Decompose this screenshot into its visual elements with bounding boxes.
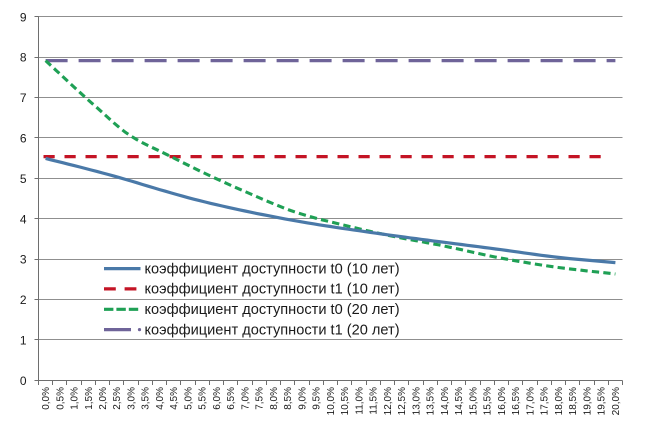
svg-text:1,0%: 1,0%	[70, 387, 81, 410]
svg-text:10,0%: 10,0%	[326, 387, 337, 415]
svg-text:3: 3	[20, 253, 27, 267]
svg-text:15,0%: 15,0%	[468, 387, 479, 415]
svg-text:13,5%: 13,5%	[426, 387, 437, 415]
svg-text:14,5%: 14,5%	[454, 387, 465, 415]
svg-text:6,0%: 6,0%	[212, 387, 223, 410]
svg-text:11,0%: 11,0%	[354, 387, 365, 415]
svg-text:2,0%: 2,0%	[98, 387, 109, 410]
svg-text:6: 6	[20, 132, 27, 146]
svg-text:12,5%: 12,5%	[397, 387, 408, 415]
svg-text:18,5%: 18,5%	[568, 387, 579, 415]
svg-text:8: 8	[20, 51, 27, 65]
svg-text:20,0%: 20,0%	[611, 387, 622, 415]
svg-text:0: 0	[20, 374, 27, 388]
svg-text:коэффициент доступности t1 (10: коэффициент доступности t1 (10 лет)	[145, 282, 400, 298]
svg-text:5,0%: 5,0%	[184, 387, 195, 410]
svg-text:12,0%: 12,0%	[383, 387, 394, 415]
svg-text:16,0%: 16,0%	[497, 387, 508, 415]
svg-text:14,0%: 14,0%	[440, 387, 451, 415]
svg-text:2,5%: 2,5%	[112, 387, 123, 410]
svg-text:11,5%: 11,5%	[369, 387, 380, 415]
svg-text:18,0%: 18,0%	[554, 387, 565, 415]
svg-text:8,5%: 8,5%	[283, 387, 294, 410]
svg-text:8,0%: 8,0%	[269, 387, 280, 410]
svg-text:9: 9	[20, 10, 27, 24]
svg-text:коэффициент доступности t0 (10: коэффициент доступности t0 (10 лет)	[145, 261, 400, 277]
svg-text:19,5%: 19,5%	[597, 387, 608, 415]
svg-text:13,0%: 13,0%	[411, 387, 422, 415]
svg-text:коэффициент доступности t0 (20: коэффициент доступности t0 (20 лет)	[145, 302, 400, 318]
svg-text:3,5%: 3,5%	[141, 387, 152, 410]
svg-text:9,5%: 9,5%	[312, 387, 323, 410]
svg-text:7,0%: 7,0%	[240, 387, 251, 410]
svg-text:4,0%: 4,0%	[155, 387, 166, 410]
svg-text:17,5%: 17,5%	[540, 387, 551, 415]
svg-text:коэффициент доступности t1 (20: коэффициент доступности t1 (20 лет)	[145, 322, 400, 338]
svg-text:5,5%: 5,5%	[198, 387, 209, 410]
svg-text:10,5%: 10,5%	[340, 387, 351, 415]
svg-text:17,0%: 17,0%	[525, 387, 536, 415]
svg-text:4: 4	[20, 212, 27, 226]
svg-text:0,0%: 0,0%	[41, 387, 52, 410]
svg-text:4,5%: 4,5%	[169, 387, 180, 410]
svg-text:5: 5	[20, 172, 27, 186]
svg-text:7: 7	[20, 91, 27, 105]
svg-text:7,5%: 7,5%	[255, 387, 266, 410]
svg-text:6,5%: 6,5%	[226, 387, 237, 410]
svg-text:2: 2	[20, 293, 27, 307]
svg-text:19,0%: 19,0%	[582, 387, 593, 415]
svg-text:3,0%: 3,0%	[127, 387, 138, 410]
svg-text:1,5%: 1,5%	[84, 387, 95, 410]
svg-text:15,5%: 15,5%	[483, 387, 494, 415]
svg-text:0,5%: 0,5%	[55, 387, 66, 410]
svg-text:1: 1	[20, 334, 27, 348]
svg-text:9,0%: 9,0%	[297, 387, 308, 410]
svg-text:16,5%: 16,5%	[511, 387, 522, 415]
